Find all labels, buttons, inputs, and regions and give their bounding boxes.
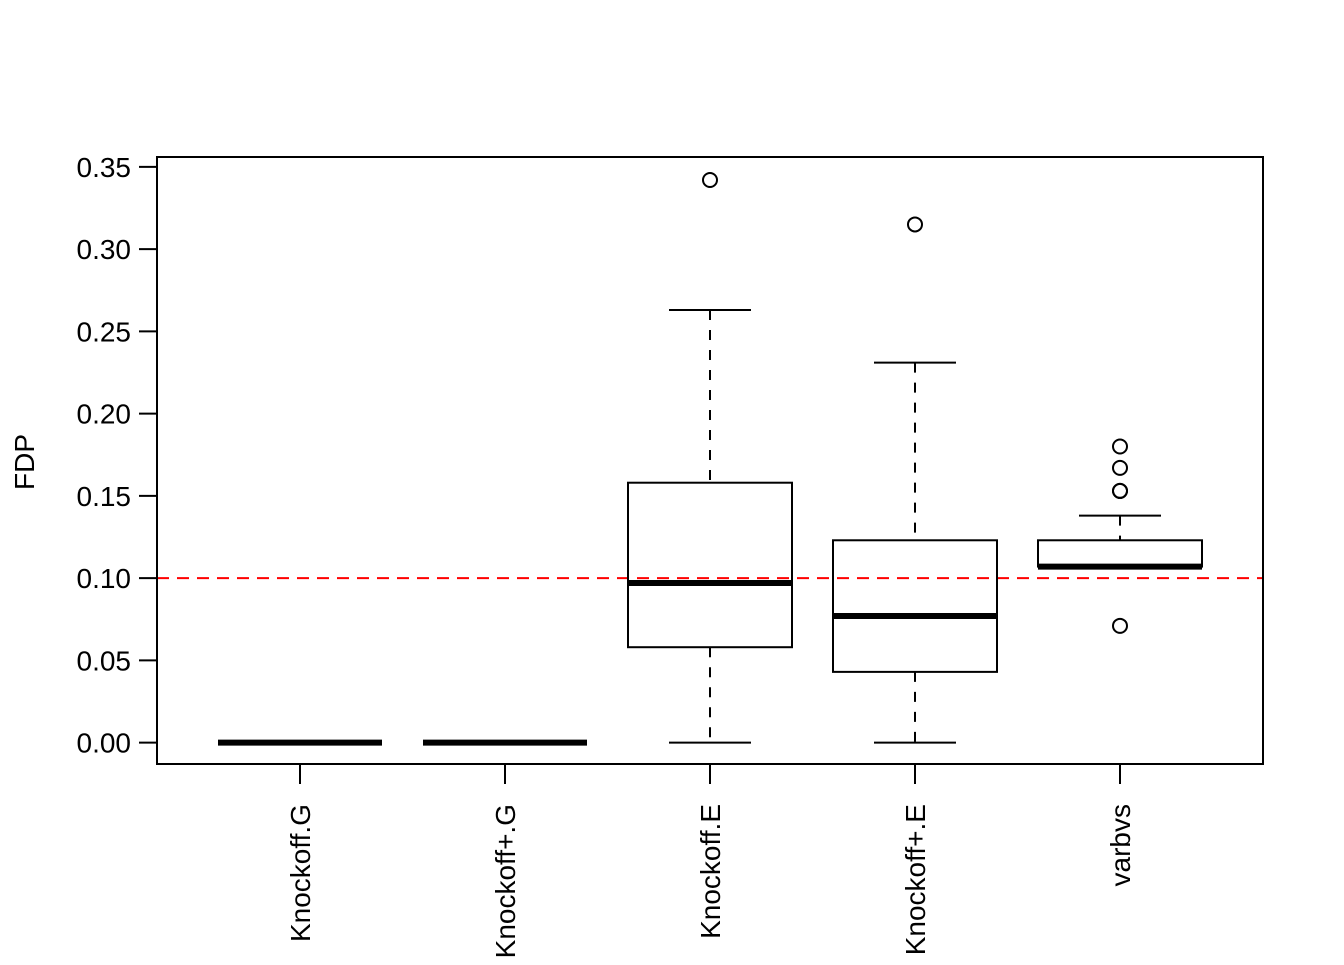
box (832, 539, 998, 673)
y-tick-label: 0.10 (77, 563, 132, 594)
axes-layer: 0.00 0.05 0.10 0.15 0.20 0.25 0.30 0.35 Knockoff… (77, 152, 1264, 958)
y-tick-label: 0.15 (77, 481, 132, 512)
y-tick-label: 0.30 (77, 234, 132, 265)
outlier-point (1112, 459, 1128, 476)
y-tick-label: 0.05 (77, 645, 132, 676)
x-tick-label: varbvs (1105, 804, 1136, 886)
outlier-point (1112, 438, 1128, 455)
outlier-point (1112, 482, 1128, 499)
box (1037, 539, 1203, 568)
x-tick-label: Knockoff+.G (490, 804, 521, 958)
outlier-point (1112, 617, 1128, 634)
x-tick-label: Knockoff+.E (900, 804, 931, 955)
y-tick-label: 0.25 (77, 316, 132, 347)
y-axis-label: FDP (9, 434, 40, 490)
y-tick-label: 0.35 (77, 152, 132, 183)
box (627, 481, 793, 649)
y-tick-label: 0.20 (77, 399, 132, 430)
outlier-point (907, 216, 923, 233)
x-tick-label: Knockoff.G (285, 804, 316, 942)
x-tick-label: Knockoff.E (695, 804, 726, 939)
outlier-point (702, 172, 718, 189)
y-tick-label: 0.00 (77, 728, 132, 759)
boxes-layer (218, 172, 1203, 746)
